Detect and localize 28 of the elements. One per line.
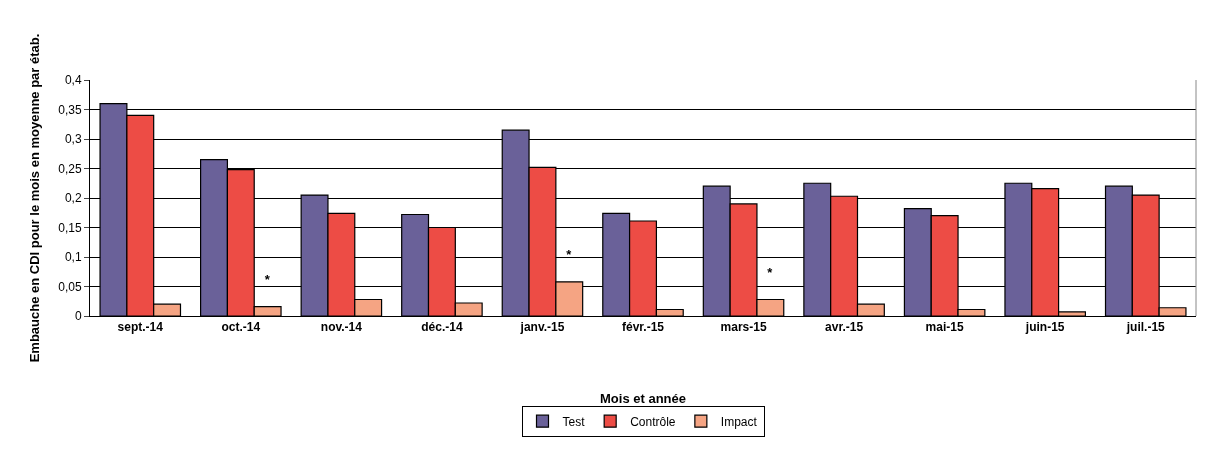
x-tick-label: févr.-15 — [621, 320, 665, 335]
x-tick-label: sept.-14 — [117, 320, 164, 335]
y-tick-label: 0,3 — [64, 132, 82, 147]
data-label: * — [264, 271, 271, 287]
y-tick-label: 0,4 — [64, 73, 82, 88]
x-tick-label: avr.-15 — [825, 320, 864, 335]
y-tick-label: 0,1 — [64, 250, 82, 265]
y-tick-label: 0,25 — [58, 161, 82, 176]
legend-label: Contrôle — [630, 414, 676, 429]
y-tick-label: 0,35 — [58, 102, 82, 117]
x-tick-label: déc.-14 — [421, 320, 463, 335]
y-tick-label: 0,15 — [58, 220, 82, 235]
x-tick-label: juin-15 — [1024, 320, 1065, 335]
legend-label: Test — [562, 414, 586, 429]
x-tick-label: oct.-14 — [221, 320, 261, 335]
x-axis-title: Mois et année — [600, 391, 686, 406]
x-tick-label: mai-15 — [925, 320, 964, 335]
x-tick-label: janv.-15 — [519, 320, 565, 335]
data-label: * — [767, 264, 774, 280]
x-tick-label: mars-15 — [720, 320, 767, 335]
x-tick-label: nov.-14 — [320, 320, 363, 335]
y-tick-label: 0,05 — [58, 279, 82, 294]
x-tick-label: juil.-15 — [1125, 320, 1166, 335]
legend-label: Impact — [720, 414, 758, 429]
y-tick-label: 0 — [74, 309, 82, 324]
data-label: * — [566, 246, 573, 262]
y-axis-title: Embauche en CDI pour le mois en moyenne par étab. — [27, 33, 43, 363]
y-tick-label: 0,2 — [64, 191, 82, 206]
